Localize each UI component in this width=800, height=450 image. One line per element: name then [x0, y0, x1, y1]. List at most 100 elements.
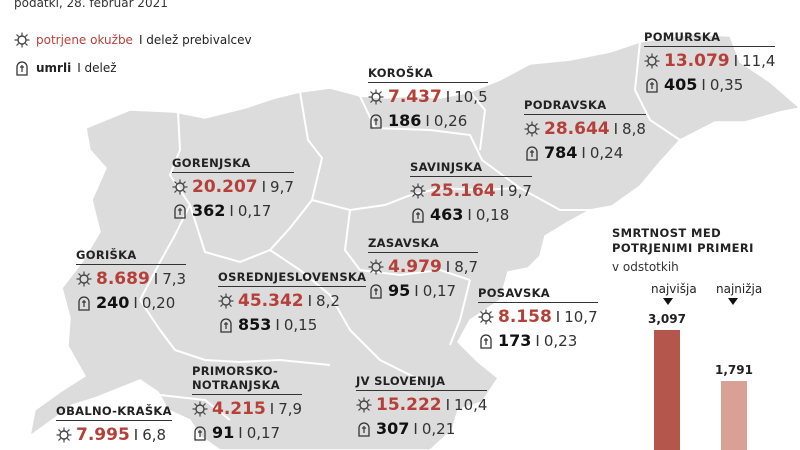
- deaths-count: 307: [376, 419, 410, 438]
- deaths-row: 186 I 0,26: [368, 111, 488, 130]
- deaths-share: 0,15: [283, 315, 318, 334]
- infections-count: 28.644: [544, 119, 610, 139]
- deaths-share: 0,18: [475, 205, 510, 224]
- region-block: POMURSKA 13.079 I 11,4 405 I 0,35: [644, 30, 776, 94]
- infections-share: 10,4: [454, 396, 488, 414]
- deaths-count: 186: [388, 111, 422, 130]
- virus-icon: [524, 121, 540, 137]
- infections-share: 8,2: [316, 292, 340, 310]
- infections-count: 13.079: [664, 51, 730, 71]
- region-block: OSREDNJESLOVENSKA 45.342 I 8,2 853 I 0,1…: [218, 270, 367, 334]
- deaths-share: 0,17: [237, 201, 272, 220]
- region-name-line: PODRAVSKA: [524, 98, 607, 112]
- infections-share: 9,7: [508, 182, 532, 200]
- deaths-count: 362: [192, 201, 226, 220]
- region-name-line: PRIMORSKO-: [192, 364, 279, 378]
- virus-icon: [56, 427, 72, 443]
- region-name-line: JV SLOVENIJA: [356, 374, 446, 388]
- deaths-row: 362 I 0,17: [172, 201, 294, 220]
- region-block: JV SLOVENIJA 15.222 I 10,4 307 I 0,21: [356, 374, 488, 438]
- infections-row: 8.158 I 10,7: [478, 307, 598, 327]
- separator: I: [445, 258, 451, 276]
- deaths-count: 853: [238, 315, 272, 334]
- separator: I: [535, 331, 540, 350]
- region-name: POMURSKA: [644, 30, 776, 47]
- deaths-share: 0,23: [543, 331, 578, 350]
- highest-value: 3,097: [648, 312, 686, 326]
- separator: I: [445, 396, 451, 414]
- infections-row: 28.644 I 8,8: [524, 119, 646, 139]
- region-name: GORENJSKA: [172, 156, 294, 173]
- gravestone-icon: [194, 425, 206, 441]
- infections-share: 7,3: [162, 270, 187, 288]
- separator: I: [133, 426, 139, 444]
- deaths-row: 173 I 0,23: [478, 331, 598, 350]
- infections-row: 20.207 I 9,7: [172, 177, 294, 197]
- region-name: KOROŠKA: [368, 66, 488, 83]
- deaths-row: 95 I 0,17: [368, 281, 478, 300]
- region-name-line: NOTRANJSKA: [192, 378, 280, 392]
- date-caption: podatki, 28. februar 2021: [14, 0, 168, 10]
- deaths-count: 240: [96, 293, 130, 312]
- deaths-row: 463 I 0,18: [410, 205, 532, 224]
- gravestone-icon: [646, 77, 658, 93]
- gravestone-icon: [174, 203, 186, 219]
- region-block: GORENJSKA 20.207 I 9,7 362 I 0,17: [172, 156, 294, 220]
- separator: I: [467, 205, 472, 224]
- region-name-line: SAVINJSKA: [410, 160, 483, 174]
- separator: I: [153, 270, 159, 288]
- separator: I: [733, 52, 739, 70]
- virus-icon: [368, 89, 384, 105]
- region-name-line: POSAVSKA: [478, 286, 551, 300]
- separator: I: [229, 201, 234, 220]
- map-landmass: [28, 33, 800, 450]
- region-name-line: OSREDNJESLOVENSKA: [218, 270, 367, 284]
- virus-icon: [172, 179, 188, 195]
- virus-icon: [218, 293, 234, 309]
- gravestone-icon: [526, 145, 538, 161]
- legend-deaths-label: umrli: [36, 61, 72, 75]
- virus-icon: [478, 309, 494, 325]
- deaths-count: 173: [498, 331, 532, 350]
- region-name-line: OBALNO-KRAŠKA: [56, 404, 172, 418]
- region-name: GORIŠKA: [76, 248, 187, 265]
- deaths-share: 0,17: [422, 281, 457, 300]
- infections-count: 8.158: [498, 307, 552, 327]
- infections-row: 13.079 I 11,4: [644, 51, 775, 71]
- virus-icon: [76, 271, 92, 287]
- infections-row: 45.342 I 8,2: [218, 291, 366, 311]
- separator: I: [701, 75, 706, 94]
- region-borders: [139, 41, 681, 421]
- separator: I: [613, 120, 619, 138]
- infections-row: 4.215 I 7,9: [192, 399, 302, 419]
- infections-count: 4.979: [388, 257, 442, 277]
- region-name: OBALNO-KRAŠKA: [56, 404, 172, 421]
- infections-count: 4.215: [212, 399, 266, 419]
- region-name: OSREDNJESLOVENSKA: [218, 270, 367, 287]
- infections-row: 8.689 I 7,3: [76, 269, 186, 289]
- deaths-share: 0,21: [421, 419, 456, 438]
- infections-share: 7,9: [278, 400, 303, 418]
- separator: I: [261, 178, 267, 196]
- lowest-arrow-icon: [728, 298, 738, 305]
- separator: I: [414, 281, 419, 300]
- region-block: ZASAVSKA 4.979 I 8,7 95 I 0,17: [368, 236, 479, 300]
- region-name-line: KOROŠKA: [368, 66, 433, 80]
- region-block: SAVINJSKA 25.164 I 9,7 463 I 0,18: [410, 160, 532, 224]
- legend-infections: potrjene okužbe I delež prebivalcev: [14, 32, 252, 48]
- separator: I: [275, 315, 280, 334]
- deaths-row: 784 I 0,24: [524, 143, 646, 162]
- gravestone-icon: [16, 61, 28, 76]
- highest-bar: [654, 330, 680, 450]
- region-name: PRIMORSKO- NOTRANJSKA: [192, 364, 303, 395]
- separator: I: [238, 423, 243, 442]
- deaths-row: 405 I 0,35: [644, 75, 775, 94]
- infections-share: 10,5: [454, 88, 488, 106]
- infections-row: 15.222 I 10,4: [356, 395, 487, 415]
- infections-count: 8.689: [96, 269, 150, 289]
- legend-infections-label: potrjene okužbe: [36, 33, 133, 47]
- fatality-subtitle: v odstotkih: [612, 260, 679, 274]
- infections-share: 8,8: [622, 120, 646, 138]
- highest-label: najvišja: [651, 282, 697, 296]
